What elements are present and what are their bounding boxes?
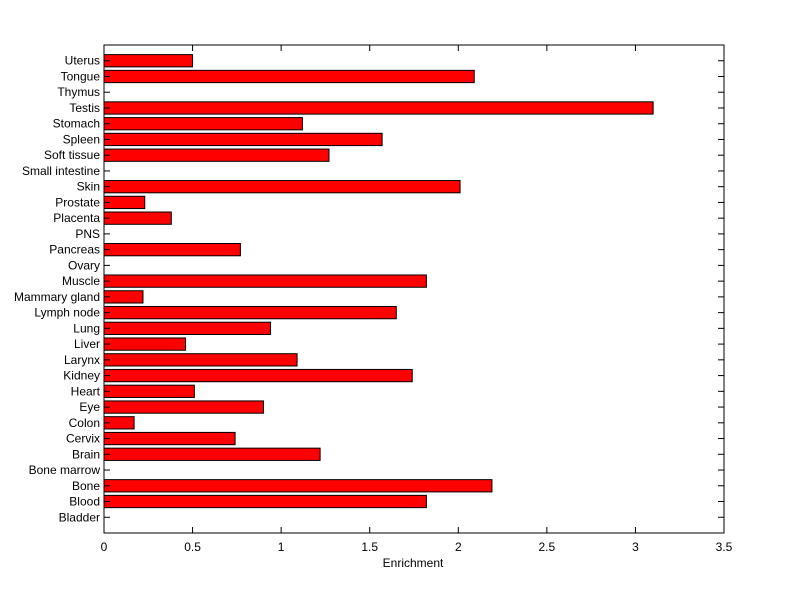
bar-spleen [103, 132, 383, 147]
x-tick-label: 1 [278, 540, 285, 554]
x-tick-label: 1.5 [361, 540, 378, 554]
x-tick-label: 2.5 [539, 540, 556, 554]
bar-soft-tissue [103, 148, 330, 162]
x-tick-label: 3.5 [716, 540, 733, 554]
bar-uterus [103, 54, 194, 68]
y-tick-label-larynx: Larynx [64, 353, 100, 367]
x-axis-label: Enrichment [383, 556, 444, 570]
bar-tongue [103, 69, 475, 84]
x-axis: 0 0.5 1 1.5 2 2.5 3 3.5 [101, 45, 733, 554]
y-tick-label-prostate: Prostate [55, 195, 100, 209]
bar-lymph-node [103, 305, 397, 320]
bar-prostate [103, 195, 146, 210]
bar-skin [103, 180, 461, 194]
y-tick-label-mammary-gland: Mammary gland [14, 290, 100, 304]
x-tick-label: 0 [101, 540, 108, 554]
bar-stomach [103, 117, 303, 131]
bar-eye [103, 400, 264, 414]
bar-testis [103, 101, 654, 115]
y-tick-label-blood: Blood [69, 495, 100, 509]
x-tick-label: 0.5 [184, 540, 201, 554]
y-tick-label-liver: Liver [74, 337, 100, 351]
bar-heart [103, 384, 195, 398]
y-tick-label-spleen: Spleen [63, 132, 100, 146]
x-tick-label: 2 [455, 540, 462, 554]
y-tick-label-lung: Lung [73, 321, 100, 335]
x-tick-label: 3 [632, 540, 639, 554]
y-tick-label-pancreas: Pancreas [49, 243, 100, 257]
y-tick-label-cervix: Cervix [66, 432, 100, 446]
bar-larynx [103, 353, 298, 367]
y-tick-label-brain: Brain [72, 447, 100, 461]
y-tick-label-muscle: Muscle [62, 274, 100, 288]
y-tick-label-thymus: Thymus [57, 85, 100, 99]
y-tick-label-stomach: Stomach [53, 117, 100, 131]
bar-placenta [103, 211, 172, 225]
y-tick-label-tongue: Tongue [61, 69, 101, 83]
bar-muscle [103, 274, 427, 288]
bar-bone [103, 479, 493, 493]
bar-liver [103, 337, 186, 351]
y-tick-label-lymph-node: Lymph node [34, 306, 100, 320]
y-tick-label-testis: Testis [69, 101, 100, 115]
y-tick-label-eye: Eye [79, 400, 100, 414]
y-tick-label-placenta: Placenta [53, 211, 100, 225]
bar-pancreas [103, 243, 241, 257]
y-tick-label-uterus: Uterus [65, 54, 100, 68]
y-tick-label-heart: Heart [71, 384, 101, 398]
bar-lung [103, 321, 272, 335]
y-tick-label-pns: PNS [75, 227, 100, 241]
y-tick-label-bladder: Bladder [59, 510, 100, 524]
y-tick-label-skin: Skin [77, 180, 100, 194]
bar-cervix [103, 431, 236, 446]
bar-blood [103, 494, 427, 509]
y-tick-label-soft-tissue: Soft tissue [44, 148, 100, 162]
bar-kidney [103, 368, 413, 383]
bar-brain [103, 447, 321, 461]
y-tick-label-bone-marrow: Bone marrow [29, 463, 101, 477]
y-tick-label-small-intestine: Small intestine [22, 164, 100, 178]
y-tick-label-ovary: Ovary [68, 258, 100, 272]
y-tick-label-colon: Colon [69, 416, 100, 430]
plot-frame [103, 44, 725, 534]
y-tick-label-bone: Bone [72, 479, 100, 493]
y-tick-label-kidney: Kidney [63, 369, 100, 383]
